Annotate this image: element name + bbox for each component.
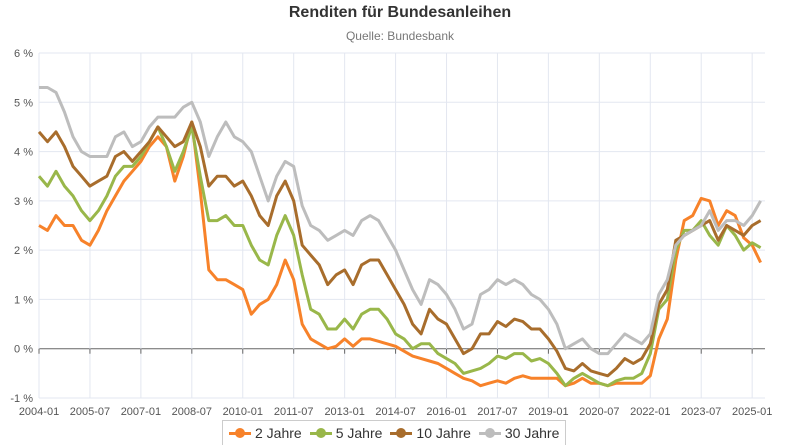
x-tick-label: 2022-01	[630, 406, 670, 418]
series-line-30-jahre	[39, 86, 762, 356]
legend-marker-icon	[478, 427, 501, 439]
x-tick-label: 2025-01	[732, 406, 772, 418]
y-tick-label: 1 %	[14, 294, 33, 306]
legend-marker-icon	[309, 427, 332, 439]
legend-label: 5 Jahre	[335, 425, 383, 441]
series-line-2-jahre	[38, 120, 762, 388]
x-tick-label: 2016-01	[426, 406, 466, 418]
legend-marker-icon	[229, 427, 251, 439]
x-tick-label: 2019-01	[528, 406, 568, 418]
y-tick-label: 5 %	[14, 97, 33, 109]
chart-title: Renditen für Bundesanleihen	[288, 4, 512, 21]
legend-marker-icon	[390, 427, 413, 439]
x-tick-label: 2008-07	[172, 406, 212, 418]
legend-item[interactable]: 10 Jahre	[390, 425, 471, 441]
y-tick-label: 6 %	[14, 48, 33, 60]
legend-label: 30 Jahre	[504, 425, 560, 441]
y-tick-label: 3 %	[14, 196, 33, 208]
legend-item[interactable]: 2 Jahre	[229, 425, 302, 441]
series-line-10-jahre	[37, 120, 762, 378]
chart-subtitle: Quelle: Bundesbank	[345, 29, 455, 43]
x-tick-label: 2023-07	[681, 406, 721, 418]
y-tick-label: -1 %	[10, 393, 33, 405]
x-tick-label: 2004-01	[19, 406, 59, 418]
x-tick-label: 2020-07	[579, 406, 619, 418]
legend-item[interactable]: 5 Jahre	[309, 425, 383, 441]
legend-item[interactable]: 30 Jahre	[478, 425, 560, 441]
legend-label: 2 Jahre	[255, 425, 302, 441]
x-tick-label: 2017-07	[477, 406, 517, 418]
x-tick-label: 2014-07	[375, 406, 415, 418]
y-tick-label: 2 %	[14, 245, 33, 257]
x-tick-label: 2005-07	[70, 406, 110, 418]
x-tick-label: 2013-01	[324, 406, 364, 418]
y-tick-label: 4 %	[14, 147, 33, 159]
legend-label: 10 Jahre	[416, 425, 471, 441]
x-tick-label: 2011-07	[274, 406, 314, 418]
legend: 2 Jahre 5 Jahre 10 Jahre 30 Jahre	[222, 420, 567, 445]
x-tick-label: 2010-01	[223, 406, 263, 418]
y-tick-label: 0 %	[14, 344, 33, 356]
x-tick-label: 2007-01	[121, 406, 161, 418]
